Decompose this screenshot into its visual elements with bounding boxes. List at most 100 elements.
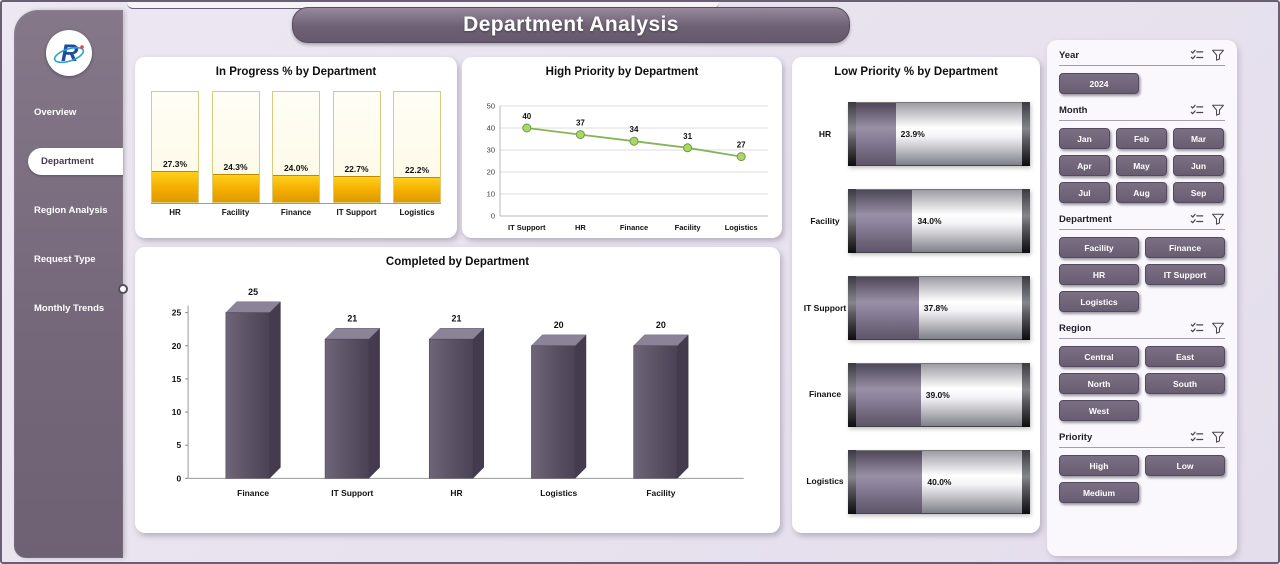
svg-text:40: 40 xyxy=(487,124,495,133)
gauge-fill xyxy=(856,190,913,253)
svg-text:21: 21 xyxy=(347,313,357,323)
chart-title-low-priority: Low Priority % by Department xyxy=(834,66,998,78)
slicer-panel: Year 2024 Month Jan Feb Mar Apr May Jun Jul Aug Sep… xyxy=(1047,40,1237,556)
slicer-option-north[interactable]: North xyxy=(1059,373,1139,394)
inprogress-column-it-support: 22.7% xyxy=(332,91,381,203)
sidebar-item-label: Department xyxy=(28,148,123,175)
clear-filter-funnel-icon[interactable] xyxy=(1211,430,1225,444)
slicer-option-mar[interactable]: Mar xyxy=(1173,128,1224,149)
completed-bar-facility xyxy=(633,334,689,479)
sidebar-item-department[interactable]: Department xyxy=(14,137,123,186)
clear-filter-funnel-icon[interactable] xyxy=(1211,103,1225,117)
gauge-value-label: 23.9% xyxy=(900,129,925,140)
high-priority-line-chart: 0 10 20 30 40 50 40 IT Support 37 HR 34 Finance 31 Fa… xyxy=(487,102,768,232)
slicer-option-jul[interactable]: Jul xyxy=(1059,182,1110,203)
sidebar-item-monthly-trends[interactable]: Monthly Trends xyxy=(14,284,123,333)
sidebar-nav: Overview Department Region Analysis Request… xyxy=(14,88,123,333)
logo-icon: R xyxy=(53,40,84,67)
low-priority-row-it-support: IT Support 37.8% xyxy=(802,265,1030,352)
slicer-option-apr[interactable]: Apr xyxy=(1059,155,1110,176)
sidebar-item-region-analysis[interactable]: Region Analysis xyxy=(14,186,123,235)
slicer-title: Priority xyxy=(1059,431,1093,443)
inprogress-fill xyxy=(273,174,319,202)
clear-filter-funnel-icon[interactable] xyxy=(1211,321,1225,335)
gauge-category-label: HR xyxy=(818,129,832,140)
slicer-option-west[interactable]: West xyxy=(1059,400,1139,421)
gauge-fill xyxy=(856,363,921,426)
multiselect-icon[interactable] xyxy=(1190,430,1204,444)
inprogress-category-label: Facility xyxy=(221,208,250,217)
slicer-option-sep[interactable]: Sep xyxy=(1173,182,1224,203)
gauge-track: 40.0% xyxy=(856,449,1022,514)
line-marker-finance xyxy=(629,136,639,146)
slicer-option-east[interactable]: East xyxy=(1145,346,1225,367)
clear-filter-funnel-icon[interactable] xyxy=(1211,48,1225,62)
gauge-fill xyxy=(856,276,919,339)
gauge-track: 23.9% xyxy=(856,102,1022,167)
slicer-title: Department xyxy=(1059,213,1112,225)
slicer-options: High Low Medium xyxy=(1059,455,1225,503)
gauge-fill xyxy=(856,450,923,513)
slicer-header: Priority xyxy=(1059,430,1225,448)
slicer-option-jun[interactable]: Jun xyxy=(1173,155,1224,176)
inprogress-value-label: 24.0% xyxy=(283,162,309,173)
svg-text:HR: HR xyxy=(450,488,462,498)
svg-text:5: 5 xyxy=(176,440,181,450)
slicer-year: Year 2024 xyxy=(1059,48,1225,94)
sidebar-item-label: Monthly Trends xyxy=(34,303,105,314)
slicer-option-2024[interactable]: 2024 xyxy=(1059,73,1139,94)
line-marker-hr xyxy=(575,130,585,140)
slicer-option-jan[interactable]: Jan xyxy=(1059,128,1110,149)
slicer-options: 2024 xyxy=(1059,73,1225,94)
slicer-header: Month xyxy=(1059,103,1225,121)
svg-text:27: 27 xyxy=(737,141,746,150)
inprogress-category-label: Logistics xyxy=(399,208,435,217)
sidebar-item-overview[interactable]: Overview xyxy=(14,88,123,137)
sidebar-item-label: Request Type xyxy=(34,254,96,265)
svg-text:15: 15 xyxy=(172,374,182,384)
gauge-cap-right xyxy=(1022,449,1030,514)
clear-filter-funnel-icon[interactable] xyxy=(1211,212,1225,226)
svg-text:25: 25 xyxy=(248,287,258,297)
slicer-option-high[interactable]: High xyxy=(1059,455,1139,476)
slicer-department: Department Facility Finance HR IT Support Log… xyxy=(1059,212,1225,312)
low-priority-chart-card: Low Priority % by Department HR 23.9% Faci… xyxy=(792,57,1040,533)
gauge-category-label: Facility xyxy=(810,215,840,226)
slicer-option-hr[interactable]: HR xyxy=(1059,264,1139,285)
slicer-option-may[interactable]: May xyxy=(1116,155,1167,176)
svg-text:0: 0 xyxy=(176,473,181,483)
multiselect-icon[interactable] xyxy=(1190,103,1204,117)
gauge-track: 39.0% xyxy=(856,362,1022,427)
chart-title-high-priority: High Priority by Department xyxy=(545,66,699,78)
gauge: 37.8% xyxy=(848,275,1030,340)
slicer-option-logistics[interactable]: Logistics xyxy=(1059,291,1139,312)
slicer-option-facility[interactable]: Facility xyxy=(1059,237,1139,258)
in-progress-chart-card: In Progress % by Department 27.3% 24.3% 24… xyxy=(135,57,457,238)
multiselect-icon[interactable] xyxy=(1190,48,1204,62)
slicer-priority: Priority High Low Medium xyxy=(1059,430,1225,503)
sidebar-item-label: Overview xyxy=(34,107,77,118)
inprogress-fill xyxy=(152,170,198,202)
slicer-option-low[interactable]: Low xyxy=(1145,455,1225,476)
inprogress-value-label: 22.2% xyxy=(404,164,430,175)
svg-text:20: 20 xyxy=(554,320,564,330)
slicer-option-central[interactable]: Central xyxy=(1059,346,1139,367)
page-title-banner: Department Analysis xyxy=(292,7,850,43)
multiselect-icon[interactable] xyxy=(1190,212,1204,226)
multiselect-icon[interactable] xyxy=(1190,321,1204,335)
inprogress-category-label: HR xyxy=(169,208,181,217)
chart-title-completed: Completed by Department xyxy=(385,256,530,268)
sidebar-item-request-type[interactable]: Request Type xyxy=(14,235,123,284)
slicer-option-it-support[interactable]: IT Support xyxy=(1145,264,1225,285)
slicer-option-finance[interactable]: Finance xyxy=(1145,237,1225,258)
slicer-option-south[interactable]: South xyxy=(1145,373,1225,394)
line-marker-logistics xyxy=(736,152,746,162)
slicer-header: Region xyxy=(1059,321,1225,339)
gauge: 40.0% xyxy=(848,449,1030,514)
completed-bar-finance xyxy=(225,301,281,479)
slicer-option-aug[interactable]: Aug xyxy=(1116,182,1167,203)
slicer-option-feb[interactable]: Feb xyxy=(1116,128,1167,149)
svg-text:37: 37 xyxy=(576,119,585,128)
svg-text:Logistics: Logistics xyxy=(725,223,758,232)
slicer-option-medium[interactable]: Medium xyxy=(1059,482,1139,503)
